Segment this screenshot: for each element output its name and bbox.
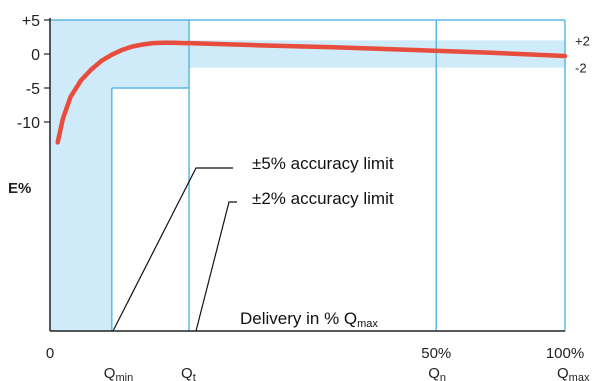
y-tick-group: +5 0 -5 -10 bbox=[17, 13, 50, 132]
x-sub-label: Qmax bbox=[557, 365, 590, 381]
x-sub-label: Qmin bbox=[104, 365, 133, 381]
x-tick-label: 0 bbox=[46, 345, 54, 362]
delivery-label: Delivery in % Qmax bbox=[240, 309, 378, 330]
y-tick-label: +5 bbox=[22, 13, 40, 30]
x-sub-label: Qn bbox=[428, 365, 446, 381]
y-tick-label: -10 bbox=[17, 115, 40, 132]
right-tick-label: +2 bbox=[575, 33, 590, 48]
limit2-leader-line bbox=[195, 201, 237, 332]
band-cutout bbox=[111, 88, 190, 331]
right-tick-group: +2 -2 bbox=[575, 33, 590, 75]
limit5-annotation: ±5% accuracy limit bbox=[252, 154, 394, 173]
x-tick-group: 0 Qmin Qt 50% Qn 100% Qmax bbox=[46, 345, 590, 381]
x-tick-label: 100% bbox=[546, 345, 584, 362]
x-tick-label: 50% bbox=[421, 345, 451, 362]
limit2-annotation: ±2% accuracy limit bbox=[252, 189, 394, 208]
y-axis-label: E% bbox=[8, 180, 31, 197]
error-curve bbox=[55, 40, 568, 145]
y-tick-label: -5 bbox=[26, 81, 40, 98]
limit5-leader-line bbox=[112, 167, 233, 332]
x-sub-label: Qt bbox=[181, 365, 196, 381]
right-tick-label: -2 bbox=[575, 61, 587, 76]
y-tick-label: 0 bbox=[31, 47, 40, 64]
